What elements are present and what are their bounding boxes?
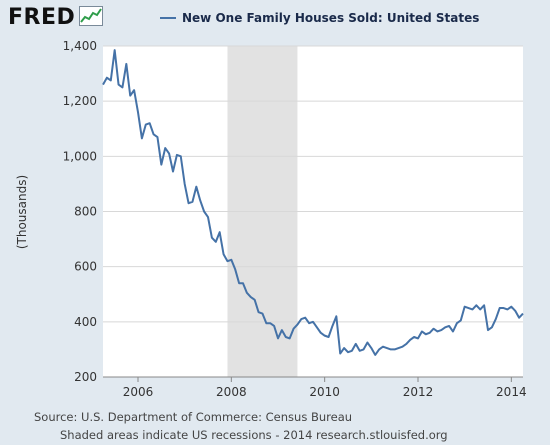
chart-legend: New One Family Houses Sold: United State… [160,11,479,25]
legend-swatch [160,17,176,19]
y-tick-label: 600 [74,260,97,274]
fred-logo[interactable]: FRED [8,5,104,30]
y-tick-labels: 200 400 600 800 1,000 1,200 1,400 [63,39,97,384]
x-tick-label: 2006 [123,385,154,399]
x-tick-label: 2010 [309,385,340,399]
y-tick-label: 1,000 [63,149,97,163]
x-tick-label: 2012 [403,385,434,399]
y-axis-label: (Thousands) [15,175,29,249]
y-tick-label: 1,400 [63,39,97,53]
x-tick-label: 2014 [496,385,527,399]
x-tick-label: 2008 [216,385,247,399]
recession-note: Shaded areas indicate US recessions - 20… [60,428,448,442]
logo-text: FRED [8,5,76,30]
source-note: Source: U.S. Department of Commerce: Cen… [34,410,353,424]
x-tick-labels: 2006 2008 2010 2012 2014 [123,377,527,399]
series-line [102,49,524,356]
y-tick-label: 1,200 [63,94,97,108]
y-tick-label: 800 [74,205,97,219]
y-tick-label: 200 [74,370,97,384]
chart-title: New One Family Houses Sold: United State… [182,11,480,25]
y-tick-label: 400 [74,315,97,329]
line-chart-icon [79,6,104,30]
